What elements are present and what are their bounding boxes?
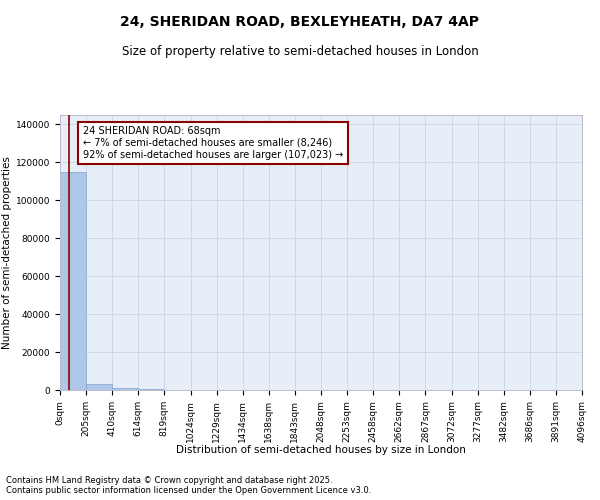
Text: 24, SHERIDAN ROAD, BEXLEYHEATH, DA7 4AP: 24, SHERIDAN ROAD, BEXLEYHEATH, DA7 4AP	[121, 15, 479, 29]
Y-axis label: Number of semi-detached properties: Number of semi-detached properties	[2, 156, 11, 349]
Bar	[60, 172, 86, 390]
X-axis label: Distribution of semi-detached houses by size in London: Distribution of semi-detached houses by …	[176, 444, 466, 454]
Text: Contains HM Land Registry data © Crown copyright and database right 2025.
Contai: Contains HM Land Registry data © Crown c…	[6, 476, 371, 495]
Bar	[112, 388, 138, 390]
Text: 24 SHERIDAN ROAD: 68sqm
← 7% of semi-detached houses are smaller (8,246)
92% of : 24 SHERIDAN ROAD: 68sqm ← 7% of semi-det…	[83, 126, 343, 160]
Bar	[139, 389, 164, 390]
Text: Size of property relative to semi-detached houses in London: Size of property relative to semi-detach…	[122, 45, 478, 58]
Bar	[86, 384, 112, 390]
